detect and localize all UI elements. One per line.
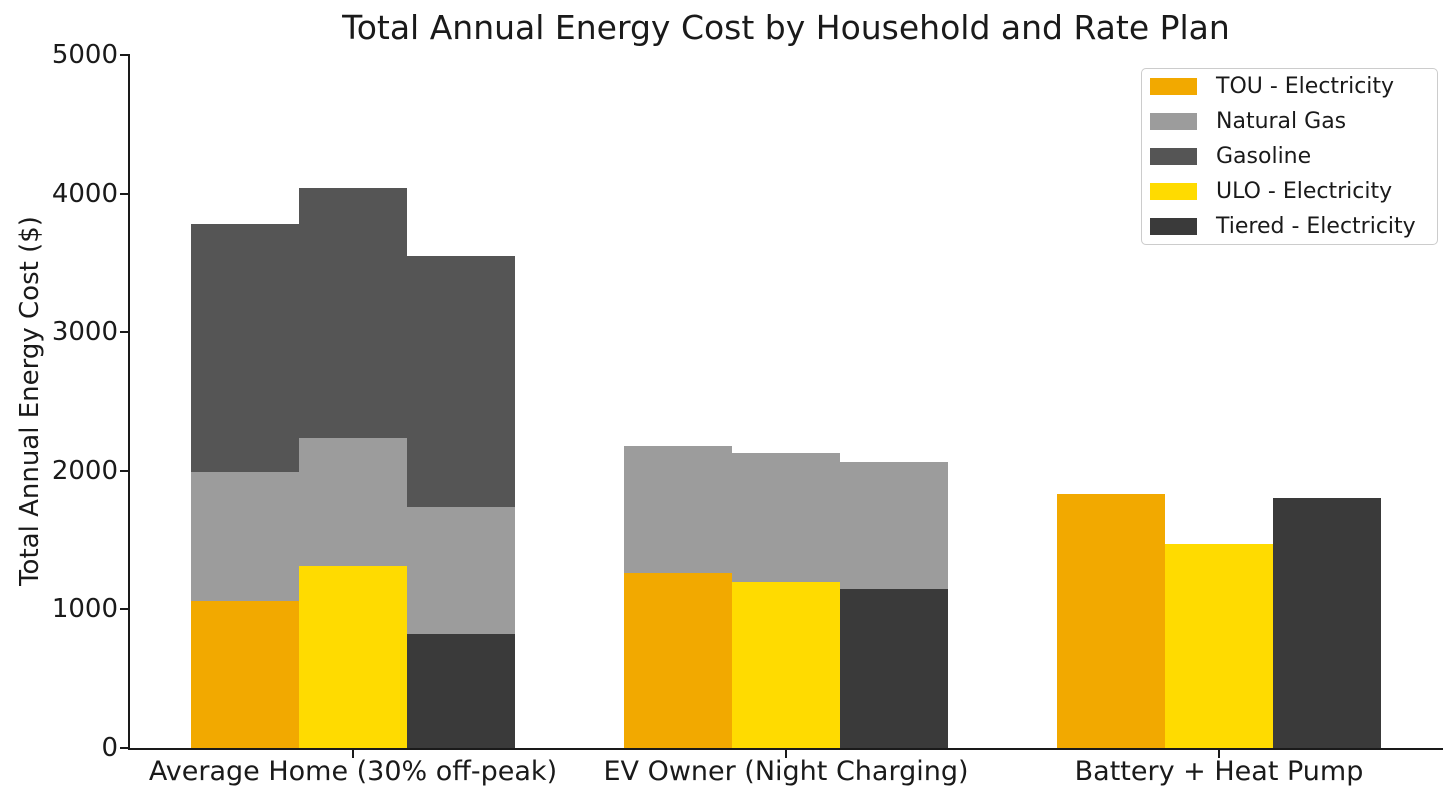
bar-segment-tiered-electricity bbox=[407, 634, 515, 748]
legend-swatch-natural_gas bbox=[1150, 113, 1197, 130]
x-tick-label: Average Home (30% off-peak) bbox=[148, 756, 558, 787]
y-tick bbox=[120, 747, 128, 749]
legend-row: Tiered - Electricity bbox=[1142, 213, 1437, 239]
x-tick-label: EV Owner (Night Charging) bbox=[603, 756, 969, 787]
legend-label: Tiered - Electricity bbox=[1216, 213, 1416, 239]
bar-segment-tiered-natural_gas bbox=[407, 506, 515, 635]
bar-segment-ulo-gasoline bbox=[299, 188, 407, 438]
y-tick bbox=[120, 192, 128, 195]
bar-segment-ulo-electricity bbox=[732, 581, 840, 748]
y-tick-label: 1000 bbox=[51, 594, 118, 625]
legend-swatch-tou bbox=[1150, 78, 1197, 95]
x-axis-line bbox=[128, 748, 1443, 750]
legend-row: ULO - Electricity bbox=[1142, 178, 1437, 204]
bar-segment-ulo-electricity bbox=[299, 566, 407, 748]
y-tick bbox=[120, 608, 128, 611]
legend-swatch-ulo bbox=[1150, 183, 1197, 200]
legend-label: Natural Gas bbox=[1216, 108, 1347, 134]
y-tick-label: 0 bbox=[101, 733, 118, 763]
legend-swatch-tiered bbox=[1150, 218, 1197, 235]
legend: TOU - Electricity Natural Gas Gasoline ULO … bbox=[1141, 68, 1438, 245]
x-tick bbox=[785, 750, 787, 758]
y-axis-label: Total Annual Energy Cost ($) bbox=[15, 216, 45, 586]
bar-segment-tou-gasoline bbox=[191, 224, 299, 473]
bar-segment-ulo-natural_gas bbox=[732, 452, 840, 582]
bar-segment-tou-electricity bbox=[1057, 494, 1165, 748]
bar-segment-tou-natural_gas bbox=[624, 445, 732, 574]
x-tick-label: Battery + Heat Pump bbox=[1074, 756, 1364, 787]
legend-label: Gasoline bbox=[1216, 143, 1312, 169]
bar-segment-tou-electricity bbox=[191, 601, 299, 748]
bar-segment-tiered-gasoline bbox=[407, 255, 515, 507]
bar-segment-tiered-electricity bbox=[1273, 497, 1381, 748]
y-tick-label: 2000 bbox=[51, 455, 118, 486]
y-tick-label: 4000 bbox=[51, 178, 118, 209]
bar-segment-tiered-electricity bbox=[840, 589, 948, 748]
y-tick-label: 3000 bbox=[51, 317, 118, 348]
y-tick bbox=[120, 469, 128, 472]
legend-label: ULO - Electricity bbox=[1216, 178, 1393, 204]
chart-title: Total Annual Energy Cost by Household an… bbox=[342, 8, 1230, 47]
bar-segment-tou-natural_gas bbox=[191, 472, 299, 602]
legend-label: TOU - Electricity bbox=[1216, 73, 1395, 99]
bar-segment-tiered-natural_gas bbox=[840, 461, 948, 590]
bar-segment-ulo-natural_gas bbox=[299, 437, 407, 567]
legend-row: Gasoline bbox=[1142, 143, 1437, 169]
x-tick bbox=[1218, 750, 1220, 758]
x-tick bbox=[352, 750, 354, 758]
bar-segment-ulo-electricity bbox=[1165, 543, 1273, 748]
legend-row: TOU - Electricity bbox=[1142, 73, 1437, 99]
y-tick-label: 5000 bbox=[51, 40, 118, 70]
y-tick bbox=[120, 331, 128, 334]
legend-row: Natural Gas bbox=[1142, 108, 1437, 134]
y-axis-line bbox=[128, 54, 130, 750]
bar-segment-tou-electricity bbox=[624, 573, 732, 748]
y-tick bbox=[120, 54, 128, 56]
legend-swatch-gasoline bbox=[1150, 148, 1197, 165]
